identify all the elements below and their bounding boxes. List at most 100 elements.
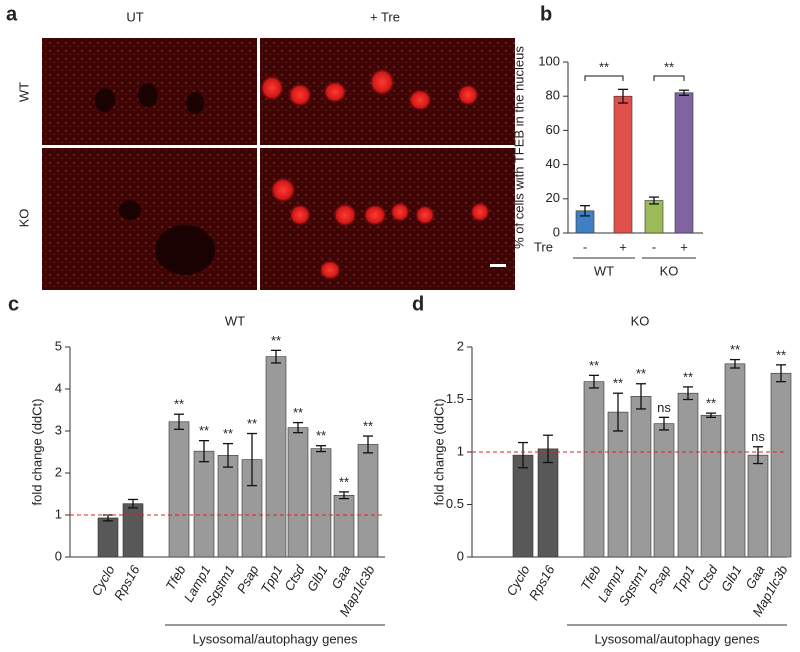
y-tick-label: 0.5 xyxy=(446,496,464,511)
bar xyxy=(607,411,629,558)
x-tick-label: Ctsd xyxy=(281,562,308,593)
bar xyxy=(653,423,675,558)
error-bar xyxy=(589,374,599,389)
bar xyxy=(613,95,633,234)
panel-letter: a xyxy=(6,3,18,25)
x-tick-label: Glb1 xyxy=(718,563,745,594)
significance-label: ** xyxy=(776,347,786,362)
y-tick-label: 0 xyxy=(457,548,464,563)
bar xyxy=(644,200,664,234)
error-bar xyxy=(649,196,659,205)
row-label: KO xyxy=(16,209,31,228)
error-bar xyxy=(363,435,373,454)
bar xyxy=(357,444,379,558)
y-tick-label: 1.5 xyxy=(446,391,464,406)
error-bar xyxy=(128,498,138,509)
error-bar xyxy=(316,445,326,453)
bar xyxy=(97,517,119,558)
error-bar xyxy=(706,412,716,419)
y-tick-label: 2 xyxy=(457,338,464,353)
bar xyxy=(287,427,309,558)
y-tick-label: 2 xyxy=(55,464,62,479)
error-bar xyxy=(293,421,303,434)
error-bar xyxy=(618,88,628,104)
x-tick-label: Ctsd xyxy=(694,562,721,593)
significance-label: ns xyxy=(657,400,671,415)
x-tick-label: Psap xyxy=(646,563,674,596)
significance-label: ** xyxy=(223,426,233,441)
bar xyxy=(724,363,746,558)
bar xyxy=(265,356,287,558)
error-bar xyxy=(580,204,590,217)
significance-label: ** xyxy=(339,474,349,489)
chart-title: KO xyxy=(631,313,650,328)
error-bar xyxy=(223,442,233,468)
y-tick-label: 4 xyxy=(55,380,62,395)
x-tick-label: + xyxy=(619,239,627,254)
y-axis-label: fold change (ddCt) xyxy=(431,399,446,506)
error-bar xyxy=(776,364,786,383)
bar xyxy=(512,454,534,558)
y-tick-label: 0 xyxy=(553,224,560,239)
y-tick-label: 1 xyxy=(457,443,464,458)
significance-label: ** xyxy=(271,333,281,348)
y-tick-label: 80 xyxy=(546,88,560,103)
panel-letter: d xyxy=(412,293,424,315)
significance-label: ns xyxy=(751,429,765,444)
bar xyxy=(168,421,190,558)
x-tick-label: Tfeb xyxy=(163,563,189,593)
x-tick-label: - xyxy=(652,239,656,254)
bar xyxy=(583,381,605,558)
group-label: WT xyxy=(594,263,614,278)
factor-label: Tre xyxy=(534,239,553,254)
scale-bar xyxy=(490,264,506,267)
comparison-bracket xyxy=(653,75,685,81)
error-bar xyxy=(683,386,693,401)
error-bar xyxy=(679,89,689,96)
error-bar xyxy=(613,392,623,432)
y-tick-label: 3 xyxy=(55,422,62,437)
group-label: KO xyxy=(660,263,679,278)
error-bar xyxy=(247,432,257,487)
bar xyxy=(217,455,239,558)
y-tick-label: 20 xyxy=(546,190,560,205)
panel-letter: b xyxy=(540,3,552,25)
y-axis-label: fold change (ddCt) xyxy=(29,399,44,506)
bar xyxy=(333,494,355,558)
significance-label: ** xyxy=(174,397,184,412)
y-axis-label: % of cells with TFEB in the nucleus xyxy=(511,46,526,249)
error-bar xyxy=(518,441,528,469)
micrographs xyxy=(42,38,515,290)
significance-label: ** xyxy=(199,423,209,438)
comparison-label: ** xyxy=(664,59,674,74)
micrograph xyxy=(42,148,257,290)
x-tick-label: - xyxy=(583,239,587,254)
error-bar xyxy=(339,491,349,500)
error-bar xyxy=(636,383,646,410)
bar xyxy=(310,448,332,558)
y-tick-label: 1 xyxy=(55,506,62,521)
comparison-label: ** xyxy=(599,59,609,74)
significance-label: ** xyxy=(706,396,716,411)
x-tick-label: Tpp1 xyxy=(258,563,286,596)
panel-letter: c xyxy=(8,293,19,315)
x-tick-label: + xyxy=(680,239,688,254)
significance-label: ** xyxy=(363,418,373,433)
significance-label: ** xyxy=(316,428,326,443)
bar xyxy=(747,454,769,558)
error-bar xyxy=(199,440,209,463)
significance-label: ** xyxy=(293,405,303,420)
error-bar xyxy=(174,413,184,430)
cells xyxy=(260,68,490,280)
significance-label: ** xyxy=(636,366,646,381)
nuclei xyxy=(95,83,215,275)
bar xyxy=(630,396,652,558)
column-label: UT xyxy=(126,9,143,24)
error-bar xyxy=(543,434,553,464)
error-bar xyxy=(730,358,740,369)
group-label: Lysosomal/autophagy genes xyxy=(594,631,760,646)
x-tick-label: Rps16 xyxy=(526,562,558,603)
bar xyxy=(700,414,722,558)
y-tick-label: 0 xyxy=(55,548,62,563)
